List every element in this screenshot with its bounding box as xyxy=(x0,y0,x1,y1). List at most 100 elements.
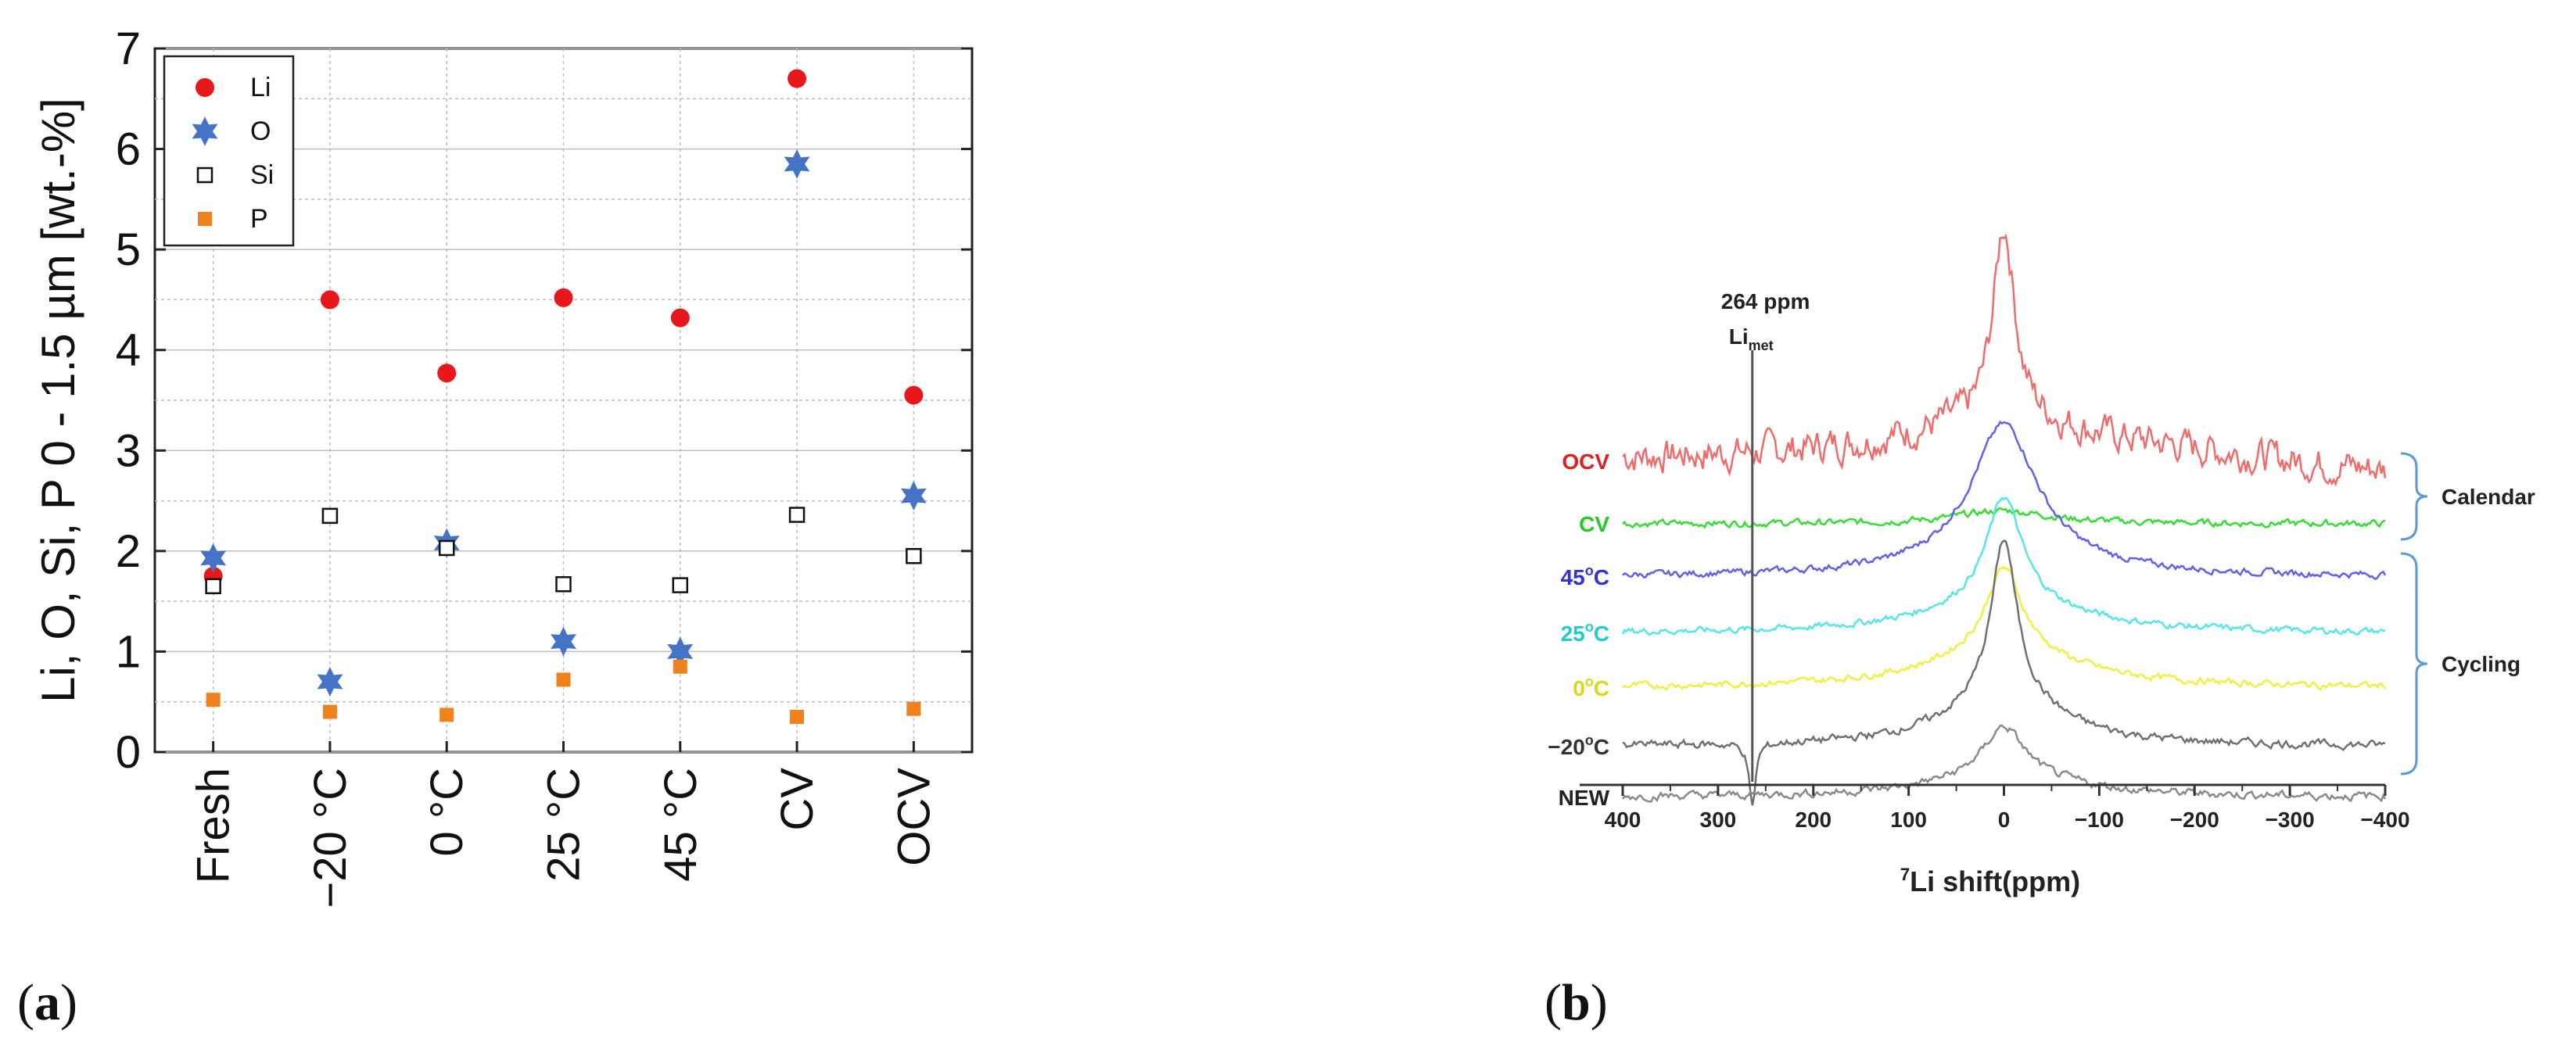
point-p xyxy=(439,707,454,722)
panel-b-series-labels: OCV CV 45oC 25oC 0oC −20oC NEW xyxy=(1548,450,1609,810)
panel-a-legend: Li O Si P xyxy=(163,55,295,247)
x-label-superscript: 7 xyxy=(1900,865,1910,884)
point-p xyxy=(322,704,337,719)
point-si xyxy=(321,507,339,525)
point-p xyxy=(556,672,571,687)
x-tick-label: 25 °C xyxy=(539,768,590,882)
x-tick-label: −100 xyxy=(2075,808,2124,832)
bracket-label-cycling: Cycling xyxy=(2441,652,2520,676)
point-o xyxy=(667,636,694,667)
panel-a-x-axis: Fresh −20 °C 0 °C 25 °C 45 °C CV OCV xyxy=(188,741,939,908)
x-tick-label: −300 xyxy=(2266,808,2315,832)
y-tick-label: 4 xyxy=(116,325,141,376)
legend-box xyxy=(163,55,295,247)
x-tick-label: 0 °C xyxy=(422,768,472,856)
annotation-li: Li xyxy=(1729,324,1749,349)
point-o xyxy=(900,481,927,511)
point-p xyxy=(673,659,687,674)
series-label-−20°C: −20oC xyxy=(1548,733,1609,759)
y-tick-label: 0 xyxy=(116,727,141,778)
x-tick-label: −20 °C xyxy=(305,768,356,908)
x-tick-label: OCV xyxy=(888,768,939,866)
spectrum-−20°C xyxy=(1622,539,2386,806)
point-si xyxy=(205,578,221,595)
legend-label-si: Si xyxy=(250,160,274,190)
series-label-45°C: 45oC xyxy=(1561,563,1609,589)
x-label-main: Li shift(ppm) xyxy=(1910,865,2080,897)
panel-b-group-brackets: Calendar Cycling xyxy=(2400,452,2535,776)
series-label-CV: CV xyxy=(1579,512,1609,536)
x-tick-label: CV xyxy=(772,768,823,831)
spectrum-25°C xyxy=(1621,496,2386,636)
legend-label-p: P xyxy=(250,204,268,234)
point-o xyxy=(200,543,227,573)
y-tick-label: 6 xyxy=(116,124,141,175)
spectrum-CV xyxy=(1622,507,2386,529)
legend-label-li: Li xyxy=(250,73,271,102)
point-p xyxy=(906,701,921,716)
bracket-label-calendar: Calendar xyxy=(2441,485,2535,509)
x-tick-label: 0 xyxy=(1998,808,2011,832)
point-li xyxy=(670,308,690,328)
y-tick-label: 7 xyxy=(116,23,141,74)
x-tick-label: 45 °C xyxy=(655,768,706,882)
panel-b-x-axis: 400 300 200 100 0 −100 −200 −300 −400 xyxy=(1605,785,2410,832)
x-tick-label: 200 xyxy=(1795,808,1832,832)
spectrum-0°C xyxy=(1622,566,2386,691)
panel-a-markers xyxy=(200,69,927,724)
spectrum-OCV xyxy=(1622,233,2387,487)
x-tick-label: −200 xyxy=(2170,808,2219,832)
point-li xyxy=(554,288,573,307)
series-label-0°C: 0oC xyxy=(1573,674,1609,700)
x-tick-label: 300 xyxy=(1700,808,1737,832)
x-tick-label: −400 xyxy=(2360,808,2409,832)
series-label-25°C: 25oC xyxy=(1561,619,1609,646)
point-si xyxy=(788,507,805,523)
legend-marker-li xyxy=(196,78,214,97)
legend-label-o: O xyxy=(250,116,271,146)
spectrum-45°C xyxy=(1622,420,2387,581)
panel-label-a: (a) xyxy=(17,974,77,1031)
point-si xyxy=(555,576,572,593)
point-o xyxy=(317,667,343,697)
point-li xyxy=(320,290,339,310)
point-p xyxy=(790,710,805,724)
y-tick-label: 5 xyxy=(116,224,141,275)
annotation-limet: Limet xyxy=(1729,324,1774,353)
point-o xyxy=(551,626,576,657)
point-li xyxy=(788,69,807,88)
x-tick-label: 400 xyxy=(1605,808,1641,832)
legend-marker-si xyxy=(196,167,213,184)
y-tick-label: 3 xyxy=(116,425,141,476)
point-p xyxy=(206,693,221,707)
x-tick-label: Fresh xyxy=(188,768,239,883)
bracket-cycling xyxy=(2400,552,2428,776)
point-si xyxy=(906,548,922,564)
panel-label-b: (b) xyxy=(1545,974,1608,1031)
legend-marker-o xyxy=(192,116,218,146)
spectrum-NEW xyxy=(1621,725,2387,803)
panel-label-a-letter: a xyxy=(34,974,60,1031)
panel-b-spectra xyxy=(1621,233,2387,806)
series-label-NEW: NEW xyxy=(1559,786,1610,810)
x-tick-label: 100 xyxy=(1890,808,1927,832)
annotation-met: met xyxy=(1749,338,1774,353)
point-o xyxy=(784,149,810,179)
panel-a-y-axis-label: Li, O, Si, P 0 - 1.5 µm [wt.-%] xyxy=(32,98,84,703)
panel-a-y-axis: 0 1 2 3 4 5 6 7 xyxy=(116,23,972,778)
point-li xyxy=(437,364,457,383)
point-si xyxy=(672,577,689,593)
series-label-OCV: OCV xyxy=(1562,450,1609,474)
panel-b-x-axis-label: 7Li shift(ppm) xyxy=(1900,865,2080,897)
point-li xyxy=(904,385,924,405)
legend-marker-p xyxy=(198,212,212,226)
y-tick-label: 1 xyxy=(116,626,141,677)
annotation-ppm: 264 ppm xyxy=(1721,289,1810,313)
panel-b-chart: 264 ppm Limet OCV CV 45oC 25oC 0oC −20oC NEW 4… xyxy=(1548,233,2535,897)
bracket-calendar xyxy=(2400,452,2428,541)
y-tick-label: 2 xyxy=(116,526,141,577)
panel-label-b-letter: b xyxy=(1561,974,1591,1031)
point-si xyxy=(438,539,455,557)
